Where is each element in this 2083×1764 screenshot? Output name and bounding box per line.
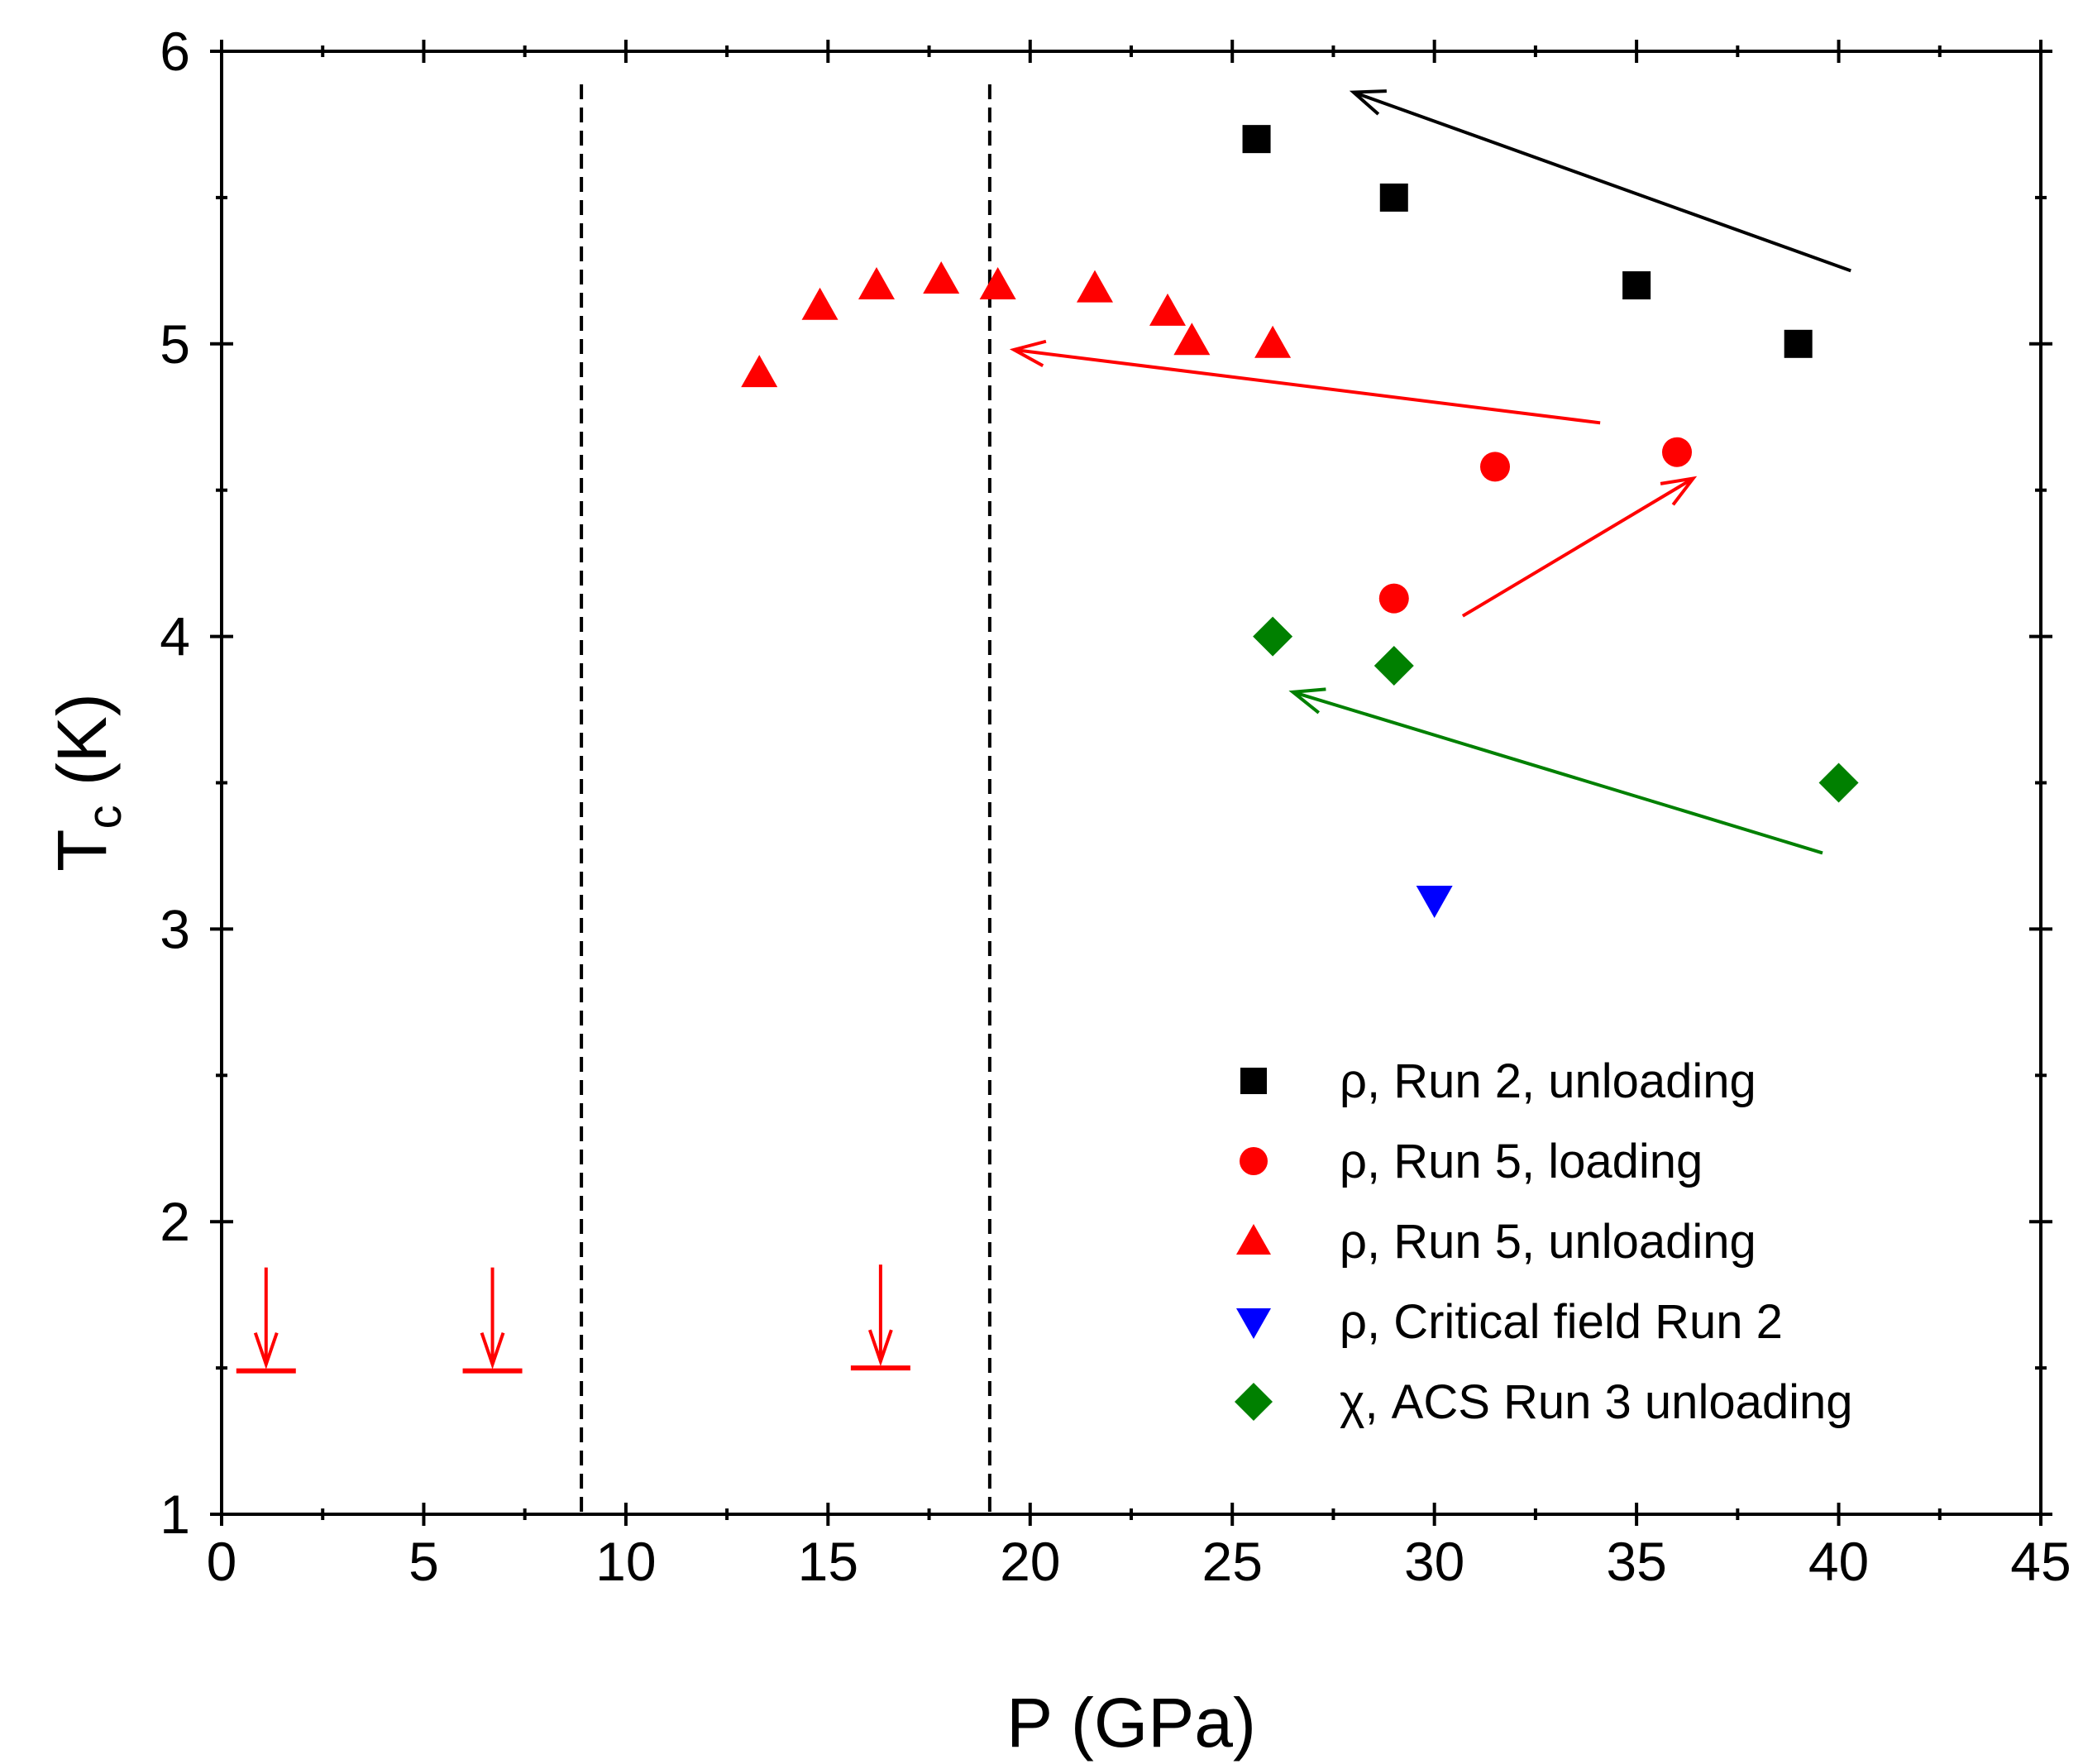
y-axis-title-main: T xyxy=(43,829,121,872)
legend-label: ρ, Run 5, loading xyxy=(1340,1135,1703,1188)
y-axis-title-unit: (K) xyxy=(43,693,121,805)
x-tick-label: 0 xyxy=(207,1531,237,1592)
y-tick-label: 6 xyxy=(160,21,190,82)
y-axis-title: Tc (K) xyxy=(43,693,131,872)
x-tick-labels: 0 5 10 15 20 25 30 35 40 45 xyxy=(207,1531,2071,1592)
series-diamond xyxy=(1253,616,1859,803)
x-tick-label: 15 xyxy=(798,1531,858,1592)
legend-entry: ρ, Run 5, loading xyxy=(1240,1135,1703,1188)
limit-arrow-head xyxy=(480,1331,505,1370)
series-square xyxy=(1242,125,1813,358)
legend-label: ρ, Run 2, unloading xyxy=(1340,1054,1756,1108)
legend-symbol xyxy=(1240,1147,1268,1175)
data-series xyxy=(741,125,1859,919)
y-tick-label: 1 xyxy=(160,1484,190,1545)
trend-arrow-shaft xyxy=(1353,90,1851,273)
x-tick-label: 30 xyxy=(1404,1531,1464,1592)
annotations xyxy=(236,84,1851,1514)
legend-label: ρ, Critical field Run 2 xyxy=(1340,1295,1783,1349)
data-point xyxy=(1077,270,1113,303)
x-tick-label: 35 xyxy=(1606,1531,1666,1592)
data-point xyxy=(1149,293,1186,326)
data-point xyxy=(1818,762,1859,803)
data-point xyxy=(1378,583,1409,614)
series-circle xyxy=(1378,437,1692,614)
data-point xyxy=(801,287,838,320)
trend-arrow-head xyxy=(1349,89,1387,116)
legend-entry: χ, ACS Run 3 unloading xyxy=(1235,1375,1853,1429)
trend-arrow xyxy=(1288,687,1823,855)
x-tick-label: 10 xyxy=(595,1531,656,1592)
legend: ρ, Run 2, unloading ρ, Run 5, loading ρ, R… xyxy=(1235,1054,1853,1429)
series-triangle-up xyxy=(741,261,1292,388)
data-point xyxy=(1254,325,1292,358)
data-point xyxy=(1784,329,1813,358)
legend-entry: ρ, Run 5, unloading xyxy=(1236,1215,1756,1269)
data-point xyxy=(1374,645,1414,686)
y-tick-label: 5 xyxy=(160,313,190,375)
x-tick-label: 20 xyxy=(1000,1531,1060,1592)
limit-arrow-head xyxy=(253,1331,279,1370)
upper-limit-marker xyxy=(850,1264,910,1371)
legend-entry: ρ, Critical field Run 2 xyxy=(1236,1295,1783,1349)
trend-arrow xyxy=(1461,476,1698,618)
data-point xyxy=(1416,886,1453,919)
trend-arrow xyxy=(1009,339,1601,425)
y-tick-label: 3 xyxy=(160,898,190,959)
trend-arrow-head xyxy=(1660,476,1698,506)
data-point xyxy=(1379,183,1408,212)
x-axis-title: P (GPa) xyxy=(1006,1684,1256,1762)
y-tick-labels: 1 2 3 4 5 6 xyxy=(160,21,190,1545)
data-point xyxy=(1173,323,1211,356)
limit-arrow-head xyxy=(867,1329,893,1367)
trend-arrow-shaft xyxy=(1461,476,1694,618)
legend-symbol xyxy=(1236,1224,1271,1255)
data-point xyxy=(1662,437,1692,467)
series-triangle-down xyxy=(1416,886,1453,919)
legend-symbol xyxy=(1236,1308,1271,1339)
data-point xyxy=(741,355,778,388)
x-tick-label: 40 xyxy=(1808,1531,1869,1592)
legend-symbol xyxy=(1235,1383,1273,1421)
plot-frame xyxy=(220,50,2042,1516)
x-tick-label: 45 xyxy=(2010,1531,2071,1592)
trend-arrow xyxy=(1349,89,1851,273)
legend-label: ρ, Run 5, unloading xyxy=(1340,1215,1756,1269)
trend-arrow-shaft xyxy=(1013,347,1601,425)
y-tick-label: 4 xyxy=(160,606,190,667)
legend-label: χ, ACS Run 3 unloading xyxy=(1340,1375,1853,1429)
trend-arrow-shaft xyxy=(1292,690,1823,855)
trend-arrow-head xyxy=(1288,687,1326,715)
data-point xyxy=(923,261,960,294)
data-point xyxy=(858,267,895,300)
trend-arrow-head xyxy=(1009,339,1047,367)
data-point xyxy=(979,267,1016,300)
y-tick-label: 2 xyxy=(160,1191,190,1252)
data-point xyxy=(1253,616,1293,657)
legend-symbol xyxy=(1240,1068,1267,1094)
data-point xyxy=(1622,271,1651,300)
data-point xyxy=(1242,125,1271,154)
data-point xyxy=(1480,452,1510,482)
y-axis-title-subscript: c xyxy=(78,806,131,829)
legend-entry: ρ, Run 2, unloading xyxy=(1240,1054,1756,1108)
upper-limit-marker xyxy=(236,1267,296,1374)
x-tick-label: 25 xyxy=(1202,1531,1263,1592)
x-tick-label: 5 xyxy=(408,1531,439,1592)
upper-limit-marker xyxy=(462,1267,523,1374)
